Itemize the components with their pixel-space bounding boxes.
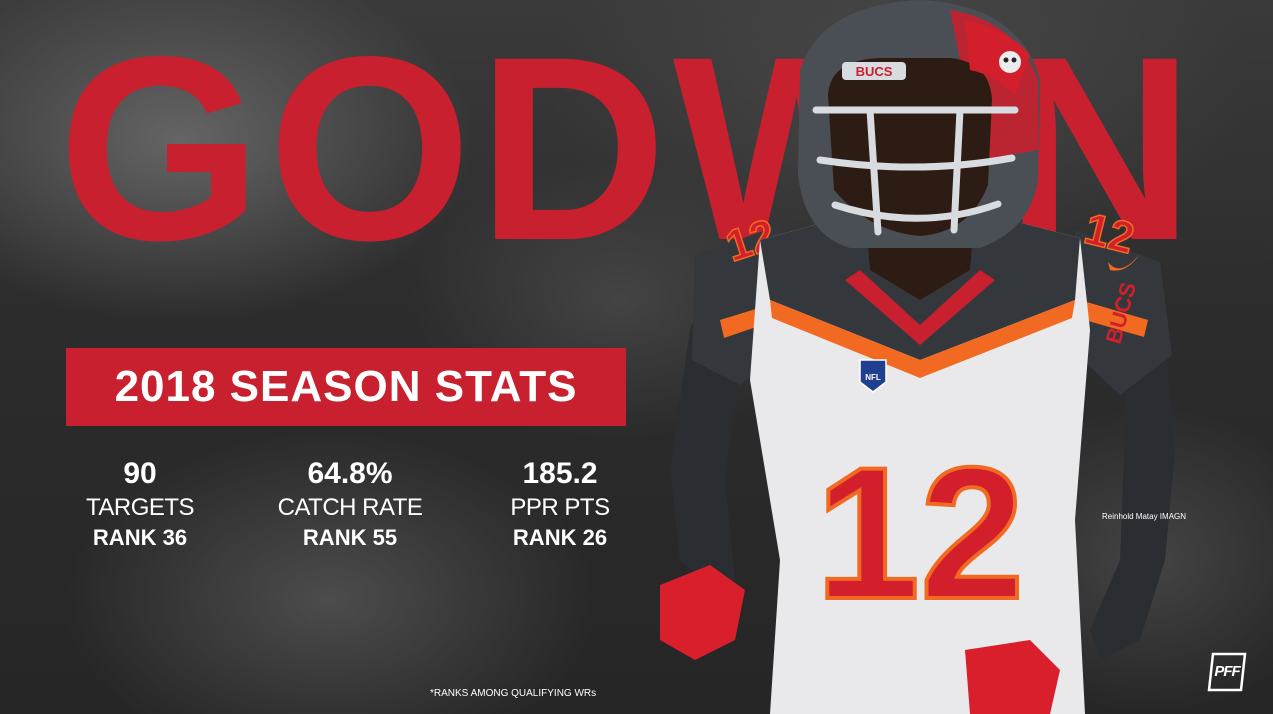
- nfl-shield-label: NFL: [865, 373, 881, 382]
- pff-logo-icon: PFF: [1205, 650, 1249, 694]
- ranks-footnote: *RANKS AMONG QUALIFYING WRs: [430, 688, 597, 699]
- stat-value: 185.2: [522, 457, 598, 490]
- stat-catch-rate: 64.8% CATCH RATE RANK 55: [250, 455, 450, 553]
- stat-rank: RANK 26: [512, 525, 608, 550]
- season-stats-banner: 2018 SEASON STATS: [66, 348, 626, 426]
- stat-value: 90: [123, 457, 157, 490]
- stat-label: TARGETS: [85, 494, 195, 521]
- helmet-bumper-wordmark: BUCS: [856, 64, 893, 79]
- stat-rank: RANK 36: [92, 525, 188, 550]
- stat-targets: 90 TARGETS RANK 36: [40, 455, 240, 553]
- nfl-shield-icon: NFL: [859, 359, 887, 393]
- buccaneers-flag-icon: [965, 20, 1030, 95]
- player-photo: 12 12 BUCS NFL 12: [660, 0, 1175, 714]
- jersey-chest-number: 12: [815, 428, 1024, 638]
- pff-logo-text: PFF: [1214, 663, 1240, 680]
- stat-rank: RANK 55: [302, 525, 398, 550]
- stat-ppr-points: 185.2 PPR PTS RANK 26: [460, 455, 660, 553]
- stat-value: 64.8%: [307, 457, 393, 490]
- stat-label: CATCH RATE: [277, 494, 423, 521]
- nike-swoosh-icon: [1108, 254, 1140, 271]
- stat-label: PPR PTS: [510, 494, 610, 521]
- photo-credit: Reinhold Matay IMAGN: [1102, 512, 1187, 521]
